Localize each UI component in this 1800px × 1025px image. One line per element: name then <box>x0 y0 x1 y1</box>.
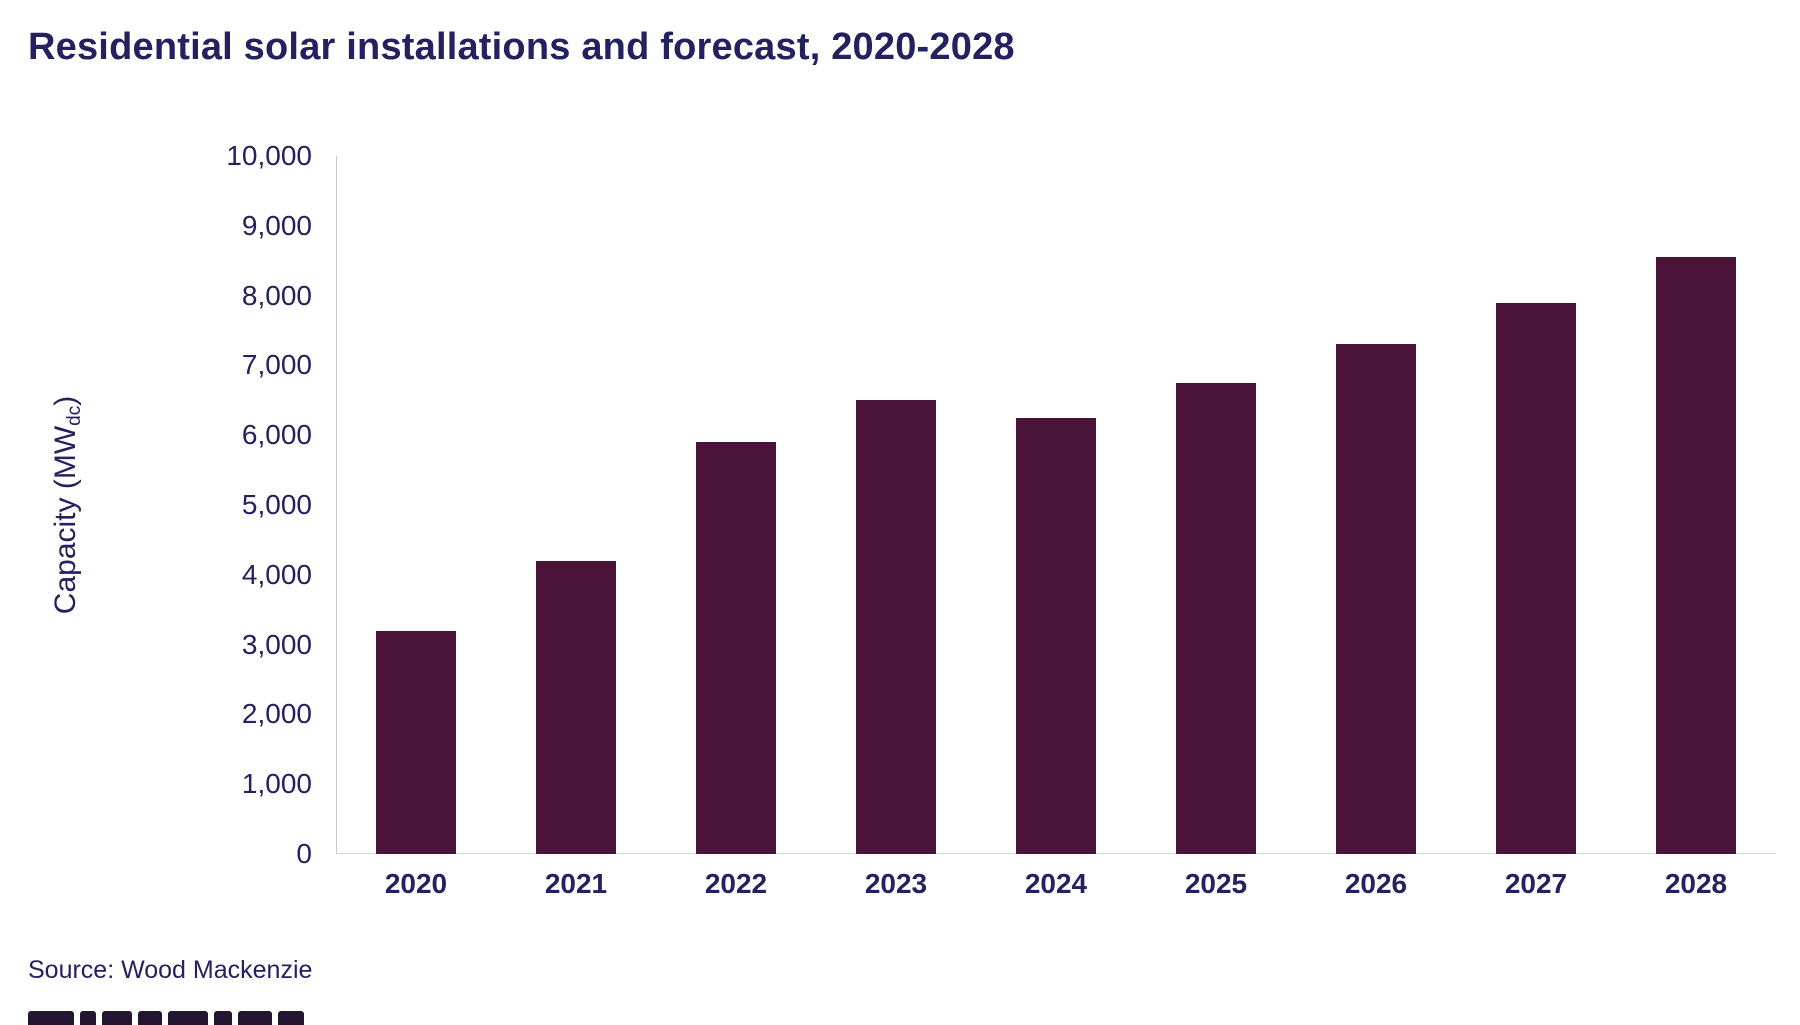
bar-slot <box>1616 156 1776 854</box>
y-tick-label: 1,000 <box>241 768 312 800</box>
y-tick-label: 6,000 <box>241 419 312 451</box>
bar-2021 <box>536 560 616 854</box>
logo-shape <box>278 1011 304 1025</box>
source-caption: Source: Wood Mackenzie <box>28 956 313 984</box>
y-tick-label: 5,000 <box>241 489 312 520</box>
y-tick-label: 0 <box>296 838 312 869</box>
x-tick-label: 2023 <box>864 868 928 899</box>
y-tick-label: 10,000 <box>226 140 312 171</box>
y-tick-label: 3,000 <box>241 628 312 660</box>
bar-slot <box>1136 156 1296 854</box>
y-axis-line <box>336 156 337 854</box>
y-tick-label: 8,000 <box>241 279 312 311</box>
bar-2020 <box>376 630 456 854</box>
bar-2028 <box>1656 257 1736 854</box>
cropped-logo-fragment <box>28 1011 304 1025</box>
y-axis-title-text: Capacity (MWdc) <box>49 395 85 615</box>
bar-slot <box>336 156 496 854</box>
logo-shape <box>214 1011 232 1025</box>
x-tick-label: 2020 <box>384 868 448 899</box>
y-axis-title-suffix: ) <box>49 395 82 406</box>
bar-2024 <box>1016 417 1096 854</box>
bar-2026 <box>1336 344 1416 854</box>
logo-shape <box>238 1011 272 1025</box>
bar-slot <box>496 156 656 854</box>
y-tick-label: 4,000 <box>241 558 312 590</box>
bar-slot <box>656 156 816 854</box>
y-tick-label: 7,000 <box>241 349 312 381</box>
x-tick-label: 2028 <box>1664 868 1728 899</box>
bar-2023 <box>856 400 936 854</box>
logo-shape <box>168 1011 208 1025</box>
bar-2025 <box>1176 382 1256 854</box>
logo-shape <box>28 1011 74 1025</box>
bars-container <box>336 156 1776 854</box>
bar-slot <box>1296 156 1456 854</box>
x-tick-label: 2021 <box>544 868 608 899</box>
y-tick-label: 2,000 <box>241 698 312 730</box>
bar-slot <box>816 156 976 854</box>
x-tick-label: 2026 <box>1344 868 1408 899</box>
x-tick-label: 2022 <box>704 868 768 899</box>
y-tick-label: 9,000 <box>241 209 312 241</box>
bar-slot <box>1456 156 1616 854</box>
logo-shape <box>138 1011 162 1025</box>
y-axis-title-subscript: dc <box>64 405 85 426</box>
y-axis-tick-labels: 0 1,000 2,000 3,000 4,000 5,000 6,000 7,000 8,00… <box>120 140 312 869</box>
x-tick-label: 2025 <box>1184 868 1248 899</box>
chart-title: Residential solar installations and fore… <box>28 26 1015 68</box>
bar-2027 <box>1496 302 1576 854</box>
logo-shape <box>80 1011 96 1025</box>
x-axis-tick-labels: 2020 2021 2022 2023 2024 2025 2026 2027 2028 <box>336 868 1776 900</box>
plot-area <box>336 156 1776 854</box>
y-axis-title: Capacity (MWdc) <box>0 156 132 854</box>
x-tick-label: 2027 <box>1504 868 1568 899</box>
y-axis-title-main: Capacity (MW <box>49 425 82 615</box>
bar-slot <box>976 156 1136 854</box>
x-tick-label: 2024 <box>1024 868 1088 899</box>
logo-shape <box>102 1011 132 1025</box>
bar-2022 <box>696 442 776 854</box>
